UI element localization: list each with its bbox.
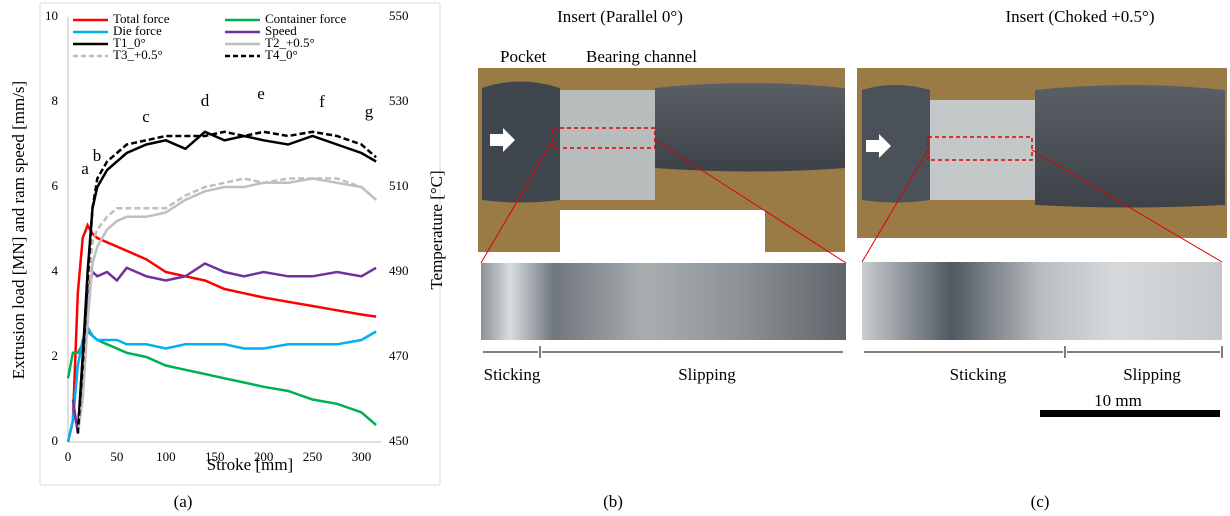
zoom-strip [862,262,1222,340]
photo-label: Pocket [500,47,547,66]
x-tick-label: 50 [110,449,123,464]
panel-title: Insert (Choked +0.5°) [1005,7,1154,26]
legend-label: T4_0° [265,47,298,62]
annotation: f [319,92,325,111]
series-line [78,179,376,434]
series-line [78,179,376,434]
y2-tick-label: 490 [389,263,409,278]
x-axis-title: Stroke [mm] [207,455,293,474]
series-line [78,132,376,434]
y2-tick-label: 550 [389,8,409,23]
figure: 0246810450470490510530550050100150200250… [0,0,1230,516]
page: 0246810450470490510530550050100150200250… [0,0,1230,516]
y2-axis-title: Temperature [°C] [427,170,446,289]
annotation: b [93,146,102,165]
annotation: c [142,107,150,126]
region-arrows [483,346,843,358]
region-arrows [864,346,1222,358]
y2-tick-label: 470 [389,348,409,363]
y-tick-label: 2 [52,348,59,363]
annotation: e [257,84,265,103]
region-label: Sticking [950,365,1007,384]
caption: (c) [1031,492,1050,511]
caption: (b) [603,492,623,511]
photo-label: Bearing channel [586,47,697,66]
y-tick-label: 10 [45,8,58,23]
photo [478,68,846,263]
series-line [78,132,376,434]
photo [857,68,1227,262]
zoom-strip [481,263,846,340]
legend-label: T3_+0.5° [113,47,163,62]
region-label: Slipping [678,365,736,384]
x-tick-label: 100 [156,449,176,464]
y-tick-label: 0 [52,433,59,448]
y-tick-label: 8 [52,93,59,108]
scale-bar [1040,410,1220,417]
y-tick-label: 6 [52,178,59,193]
x-tick-label: 250 [303,449,323,464]
x-tick-label: 0 [65,449,72,464]
annotation: d [201,91,210,110]
y2-tick-label: 510 [389,178,409,193]
series-line [68,225,376,442]
scale-label: 10 mm [1094,391,1142,410]
annotation: g [365,102,374,121]
y2-tick-label: 530 [389,93,409,108]
series-line [68,327,376,442]
x-tick-label: 300 [352,449,372,464]
annotation: a [81,159,89,178]
region-label: Slipping [1123,365,1181,384]
caption: (a) [174,492,193,511]
region-label: Sticking [484,365,541,384]
y-axis-title: Extrusion load [MN] and ram speed [mm/s] [9,81,28,379]
y2-tick-label: 450 [389,433,409,448]
panel-title: Insert (Parallel 0°) [557,7,683,26]
y-tick-label: 4 [52,263,59,278]
